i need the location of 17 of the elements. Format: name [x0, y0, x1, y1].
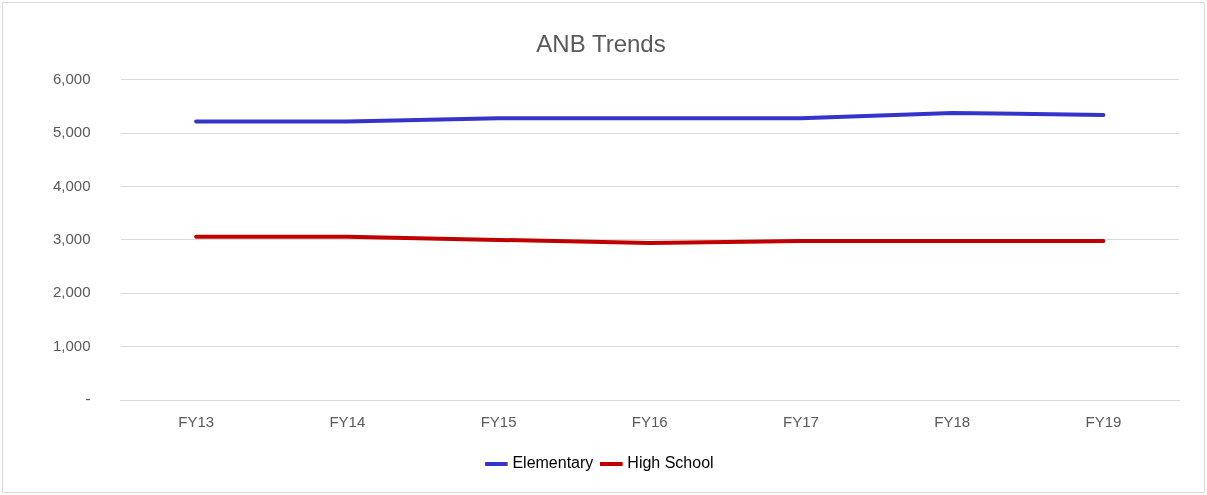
chart-title: ANB Trends [536, 30, 666, 58]
x-tick-label: FY19 [1085, 413, 1122, 431]
y-tick-label: 4,000 [52, 176, 91, 194]
y-tick-label: 2,000 [52, 283, 91, 301]
legend-label: High School [627, 454, 714, 472]
y-tick-label: 5,000 [52, 123, 91, 141]
y-tick-label: 3,000 [52, 230, 91, 248]
x-tick-label: FY13 [178, 413, 215, 431]
x-tick-label: FY15 [480, 413, 517, 431]
x-tick-label: FY18 [934, 413, 971, 431]
x-tick-label: FY14 [329, 413, 366, 431]
y-tick-label: 6,000 [52, 69, 91, 87]
legend-label: Elementary [512, 454, 594, 472]
y-tick-label: 1,000 [52, 336, 91, 354]
y-tick-label: - [85, 390, 91, 408]
x-tick-label: FY17 [783, 413, 819, 431]
x-tick-label: FY16 [631, 413, 668, 431]
